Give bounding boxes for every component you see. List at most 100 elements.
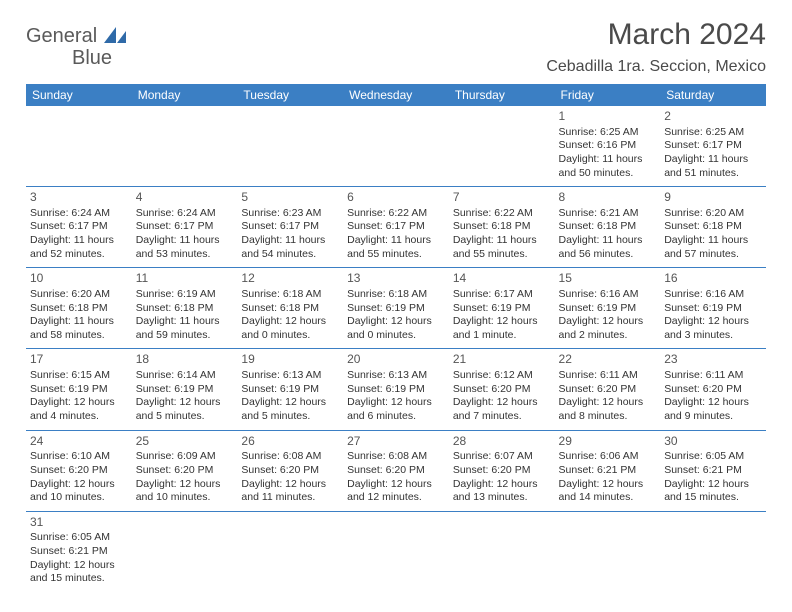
calendar-cell: 10Sunrise: 6:20 AMSunset: 6:18 PMDayligh…: [26, 268, 132, 349]
sunrise-text: Sunrise: 6:13 AM: [347, 369, 445, 383]
calendar-page: General Blue March 2024 Cebadilla 1ra. S…: [0, 0, 792, 610]
sunset-text: Sunset: 6:20 PM: [136, 464, 234, 478]
daylight-text: and 11 minutes.: [241, 491, 339, 505]
sunset-text: Sunset: 6:21 PM: [30, 545, 128, 559]
day-number: 2: [664, 109, 762, 125]
sunrise-text: Sunrise: 6:23 AM: [241, 207, 339, 221]
daylight-text: and 9 minutes.: [664, 410, 762, 424]
calendar-cell: 4Sunrise: 6:24 AMSunset: 6:17 PMDaylight…: [132, 187, 238, 268]
calendar-cell: 18Sunrise: 6:14 AMSunset: 6:19 PMDayligh…: [132, 349, 238, 430]
calendar-cell: [449, 511, 555, 592]
daylight-text: and 53 minutes.: [136, 248, 234, 262]
day-number: 27: [347, 434, 445, 450]
calendar-cell: [237, 106, 343, 187]
sunset-text: Sunset: 6:18 PM: [136, 302, 234, 316]
daylight-text: and 57 minutes.: [664, 248, 762, 262]
daylight-text: and 0 minutes.: [347, 329, 445, 343]
daylight-text: Daylight: 12 hours: [136, 396, 234, 410]
daylight-text: and 0 minutes.: [241, 329, 339, 343]
day-header: Wednesday: [343, 84, 449, 106]
calendar-cell: 1Sunrise: 6:25 AMSunset: 6:16 PMDaylight…: [555, 106, 661, 187]
day-header: Sunday: [26, 84, 132, 106]
sunrise-text: Sunrise: 6:25 AM: [559, 126, 657, 140]
calendar-cell: [555, 511, 661, 592]
daylight-text: Daylight: 12 hours: [347, 396, 445, 410]
sunrise-text: Sunrise: 6:05 AM: [30, 531, 128, 545]
calendar-cell: 19Sunrise: 6:13 AMSunset: 6:19 PMDayligh…: [237, 349, 343, 430]
sunset-text: Sunset: 6:19 PM: [453, 302, 551, 316]
day-number: 22: [559, 352, 657, 368]
day-number: 14: [453, 271, 551, 287]
sunset-text: Sunset: 6:18 PM: [559, 220, 657, 234]
day-header: Friday: [555, 84, 661, 106]
calendar-cell: [660, 511, 766, 592]
sunset-text: Sunset: 6:18 PM: [241, 302, 339, 316]
daylight-text: Daylight: 11 hours: [241, 234, 339, 248]
sunrise-text: Sunrise: 6:07 AM: [453, 450, 551, 464]
sunrise-text: Sunrise: 6:22 AM: [347, 207, 445, 221]
sunset-text: Sunset: 6:18 PM: [664, 220, 762, 234]
sunset-text: Sunset: 6:17 PM: [664, 139, 762, 153]
calendar-cell: [449, 106, 555, 187]
sunrise-text: Sunrise: 6:16 AM: [559, 288, 657, 302]
daylight-text: and 3 minutes.: [664, 329, 762, 343]
daylight-text: Daylight: 11 hours: [453, 234, 551, 248]
day-number: 31: [30, 515, 128, 531]
day-number: 30: [664, 434, 762, 450]
day-number: 20: [347, 352, 445, 368]
sunrise-text: Sunrise: 6:17 AM: [453, 288, 551, 302]
sunset-text: Sunset: 6:19 PM: [136, 383, 234, 397]
sunset-text: Sunset: 6:16 PM: [559, 139, 657, 153]
daylight-text: and 8 minutes.: [559, 410, 657, 424]
sunset-text: Sunset: 6:18 PM: [30, 302, 128, 316]
sunset-text: Sunset: 6:17 PM: [136, 220, 234, 234]
title-block: March 2024 Cebadilla 1ra. Seccion, Mexic…: [546, 18, 766, 76]
daylight-text: and 55 minutes.: [453, 248, 551, 262]
calendar-cell: [132, 511, 238, 592]
day-number: 17: [30, 352, 128, 368]
calendar-week: 31Sunrise: 6:05 AMSunset: 6:21 PMDayligh…: [26, 511, 766, 592]
daylight-text: and 55 minutes.: [347, 248, 445, 262]
daylight-text: Daylight: 12 hours: [664, 478, 762, 492]
calendar-cell: 3Sunrise: 6:24 AMSunset: 6:17 PMDaylight…: [26, 187, 132, 268]
day-number: 4: [136, 190, 234, 206]
daylight-text: and 59 minutes.: [136, 329, 234, 343]
sunset-text: Sunset: 6:19 PM: [30, 383, 128, 397]
sunset-text: Sunset: 6:18 PM: [453, 220, 551, 234]
sunrise-text: Sunrise: 6:18 AM: [347, 288, 445, 302]
day-number: 8: [559, 190, 657, 206]
sunrise-text: Sunrise: 6:15 AM: [30, 369, 128, 383]
sunset-text: Sunset: 6:21 PM: [664, 464, 762, 478]
calendar-cell: 20Sunrise: 6:13 AMSunset: 6:19 PMDayligh…: [343, 349, 449, 430]
day-number: 15: [559, 271, 657, 287]
sunrise-text: Sunrise: 6:08 AM: [241, 450, 339, 464]
daylight-text: Daylight: 12 hours: [241, 478, 339, 492]
sunset-text: Sunset: 6:17 PM: [30, 220, 128, 234]
sunset-text: Sunset: 6:20 PM: [559, 383, 657, 397]
logo-word2: Blue: [26, 47, 112, 69]
sunrise-text: Sunrise: 6:11 AM: [559, 369, 657, 383]
daylight-text: Daylight: 12 hours: [241, 315, 339, 329]
daylight-text: Daylight: 12 hours: [559, 315, 657, 329]
daylight-text: and 7 minutes.: [453, 410, 551, 424]
day-header: Thursday: [449, 84, 555, 106]
calendar-cell: 22Sunrise: 6:11 AMSunset: 6:20 PMDayligh…: [555, 349, 661, 430]
sunset-text: Sunset: 6:20 PM: [241, 464, 339, 478]
daylight-text: and 51 minutes.: [664, 167, 762, 181]
sunset-text: Sunset: 6:20 PM: [664, 383, 762, 397]
daylight-text: and 56 minutes.: [559, 248, 657, 262]
daylight-text: and 52 minutes.: [30, 248, 128, 262]
sunrise-text: Sunrise: 6:11 AM: [664, 369, 762, 383]
sunrise-text: Sunrise: 6:13 AM: [241, 369, 339, 383]
calendar-cell: 29Sunrise: 6:06 AMSunset: 6:21 PMDayligh…: [555, 430, 661, 511]
logo: General Blue: [26, 18, 126, 69]
sunset-text: Sunset: 6:19 PM: [347, 383, 445, 397]
logo-text-block: General Blue: [26, 26, 126, 69]
sunrise-text: Sunrise: 6:20 AM: [30, 288, 128, 302]
calendar-cell: [26, 106, 132, 187]
daylight-text: Daylight: 11 hours: [30, 315, 128, 329]
sunset-text: Sunset: 6:21 PM: [559, 464, 657, 478]
daylight-text: Daylight: 12 hours: [664, 315, 762, 329]
sunset-text: Sunset: 6:20 PM: [453, 383, 551, 397]
day-header: Tuesday: [237, 84, 343, 106]
